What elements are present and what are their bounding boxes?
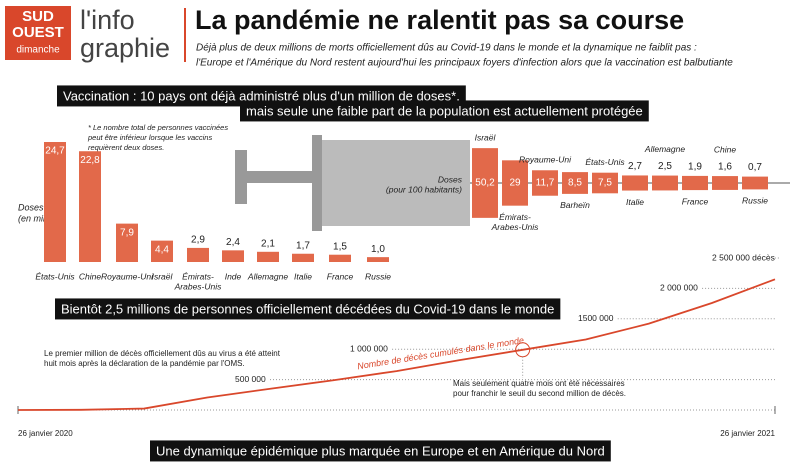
y-tick-label: 1 000 000: [350, 343, 388, 353]
value-label: 1,6: [718, 162, 732, 173]
banner: [55, 298, 561, 320]
x-tick-label: Chine: [79, 271, 101, 281]
value-label: 0,7: [748, 162, 762, 173]
value-label: 2,1: [261, 238, 275, 249]
x-tick-label: États-Unis: [35, 271, 75, 281]
y-tick-label: 1500 000: [578, 313, 614, 323]
x-tick-label: Barheïn: [560, 200, 590, 210]
bar: [44, 142, 66, 262]
banner: [240, 100, 649, 122]
note: requièrent deux doses.: [88, 143, 164, 152]
x-tick-label: Chine: [714, 144, 736, 154]
value-label: 2,4: [226, 237, 240, 248]
annotation: huit mois après la déclaration de la pan…: [44, 359, 245, 368]
bar: [116, 223, 138, 262]
value-label: 1,0: [371, 244, 385, 255]
bar: [652, 175, 678, 191]
y-label: Doses: [18, 202, 44, 212]
y-tick-label: 2 500 000 décès: [712, 252, 775, 262]
bar: [329, 254, 351, 262]
title: La pandémie ne ralentit pas sa course: [195, 5, 684, 35]
x-tick-label: France: [327, 271, 354, 281]
x-tick-label: Russie: [365, 271, 391, 281]
x-tick-label: Allemagne: [247, 271, 288, 281]
subtitle: Déjà plus de deux millions de morts offi…: [196, 43, 697, 54]
bar: [187, 247, 209, 262]
y-tick-label: 2 000 000: [660, 283, 698, 293]
value-label: 11,7: [536, 178, 555, 189]
bar: [257, 251, 279, 262]
x-tick-label: Allemagne: [644, 144, 685, 154]
banner: [150, 440, 611, 462]
bar: [742, 176, 768, 190]
bar: [592, 172, 618, 194]
y-tick-label: 500 000: [235, 374, 266, 384]
logo: OUEST: [12, 24, 64, 41]
annotation: Le premier million de décès officielleme…: [44, 349, 281, 358]
x-tick-label: Royaume-Uni: [519, 155, 572, 165]
value-label: 7,9: [120, 227, 134, 238]
bar: [682, 175, 708, 191]
note: peut être inférieur lorsque les vaccins: [87, 133, 212, 142]
logo: SUD: [22, 8, 54, 25]
logo-box: [5, 6, 71, 60]
bar: [532, 170, 558, 196]
value-label: 8,5: [568, 178, 582, 189]
banner-text: mais seule une faible part de la populat…: [246, 103, 643, 118]
x-tick-label: États-Unis: [585, 157, 625, 167]
bar: [502, 160, 528, 206]
annotation: Mais seulement quatre mois ont été néces…: [453, 379, 625, 388]
note: * Le nombre total de personnes vaccinées: [88, 123, 228, 132]
bar: [562, 172, 588, 194]
subtitle: l'Europe et l'Amérique du Nord restent a…: [196, 58, 733, 69]
x-tick-label: Italie: [294, 271, 312, 281]
x-tick-label: Arabes-Unis: [491, 222, 540, 232]
line: [17, 278, 776, 411]
bar: [367, 257, 389, 262]
value-label: 24,7: [45, 146, 65, 157]
value-label: 2,9: [191, 235, 205, 246]
value-label: 1,9: [688, 162, 702, 173]
x-tick-label: Royaume-Uni: [101, 271, 154, 281]
x-tick-label: Arabes-Unis: [174, 281, 223, 291]
value-label: 29: [509, 178, 521, 189]
value-label: 4,4: [155, 244, 169, 255]
y-label: (en millions): [18, 213, 67, 223]
bar: [472, 148, 498, 218]
bar: [292, 253, 314, 262]
y-label: Doses: [438, 174, 463, 184]
x-tick-label: Israël: [475, 132, 497, 142]
x-tick-label: Israël: [152, 271, 174, 281]
banner-text: Une dynamique épidémique plus marquée en…: [156, 443, 605, 458]
y-label: (pour 100 habitants): [386, 184, 462, 194]
x-tick-label: 26 janvier 2020: [18, 429, 73, 438]
x-tick-label: Émirats-: [499, 212, 531, 222]
brand: l'info: [80, 5, 135, 35]
value-label: 50,2: [475, 178, 495, 189]
value-label: 1,7: [296, 240, 310, 251]
bar: [151, 240, 173, 262]
bar: [712, 176, 738, 190]
banner-text: Vaccination : 10 pays ont déjà administr…: [63, 88, 460, 103]
x-tick-label: 26 janvier 2021: [720, 429, 775, 438]
x-tick-label: Inde: [225, 271, 242, 281]
logo: dimanche: [16, 45, 60, 56]
brand: graphie: [80, 33, 170, 63]
x-tick-label: Italie: [626, 197, 644, 207]
bar: [79, 151, 101, 262]
bar: [222, 250, 244, 262]
value-label: 1,5: [333, 241, 347, 252]
annotation: pour franchir le seuil du second million…: [453, 389, 626, 398]
x-tick-label: Émirats-: [182, 271, 214, 281]
x-tick-label: Russie: [742, 196, 768, 206]
value-label: 22,8: [80, 155, 100, 166]
banner-text: Bientôt 2,5 millions de personnes offici…: [61, 301, 554, 316]
bar: [622, 175, 648, 191]
x-tick-label: France: [682, 196, 709, 206]
value-label: 2,7: [628, 161, 642, 172]
value-label: 7,5: [598, 178, 612, 189]
value-label: 2,5: [658, 161, 672, 172]
